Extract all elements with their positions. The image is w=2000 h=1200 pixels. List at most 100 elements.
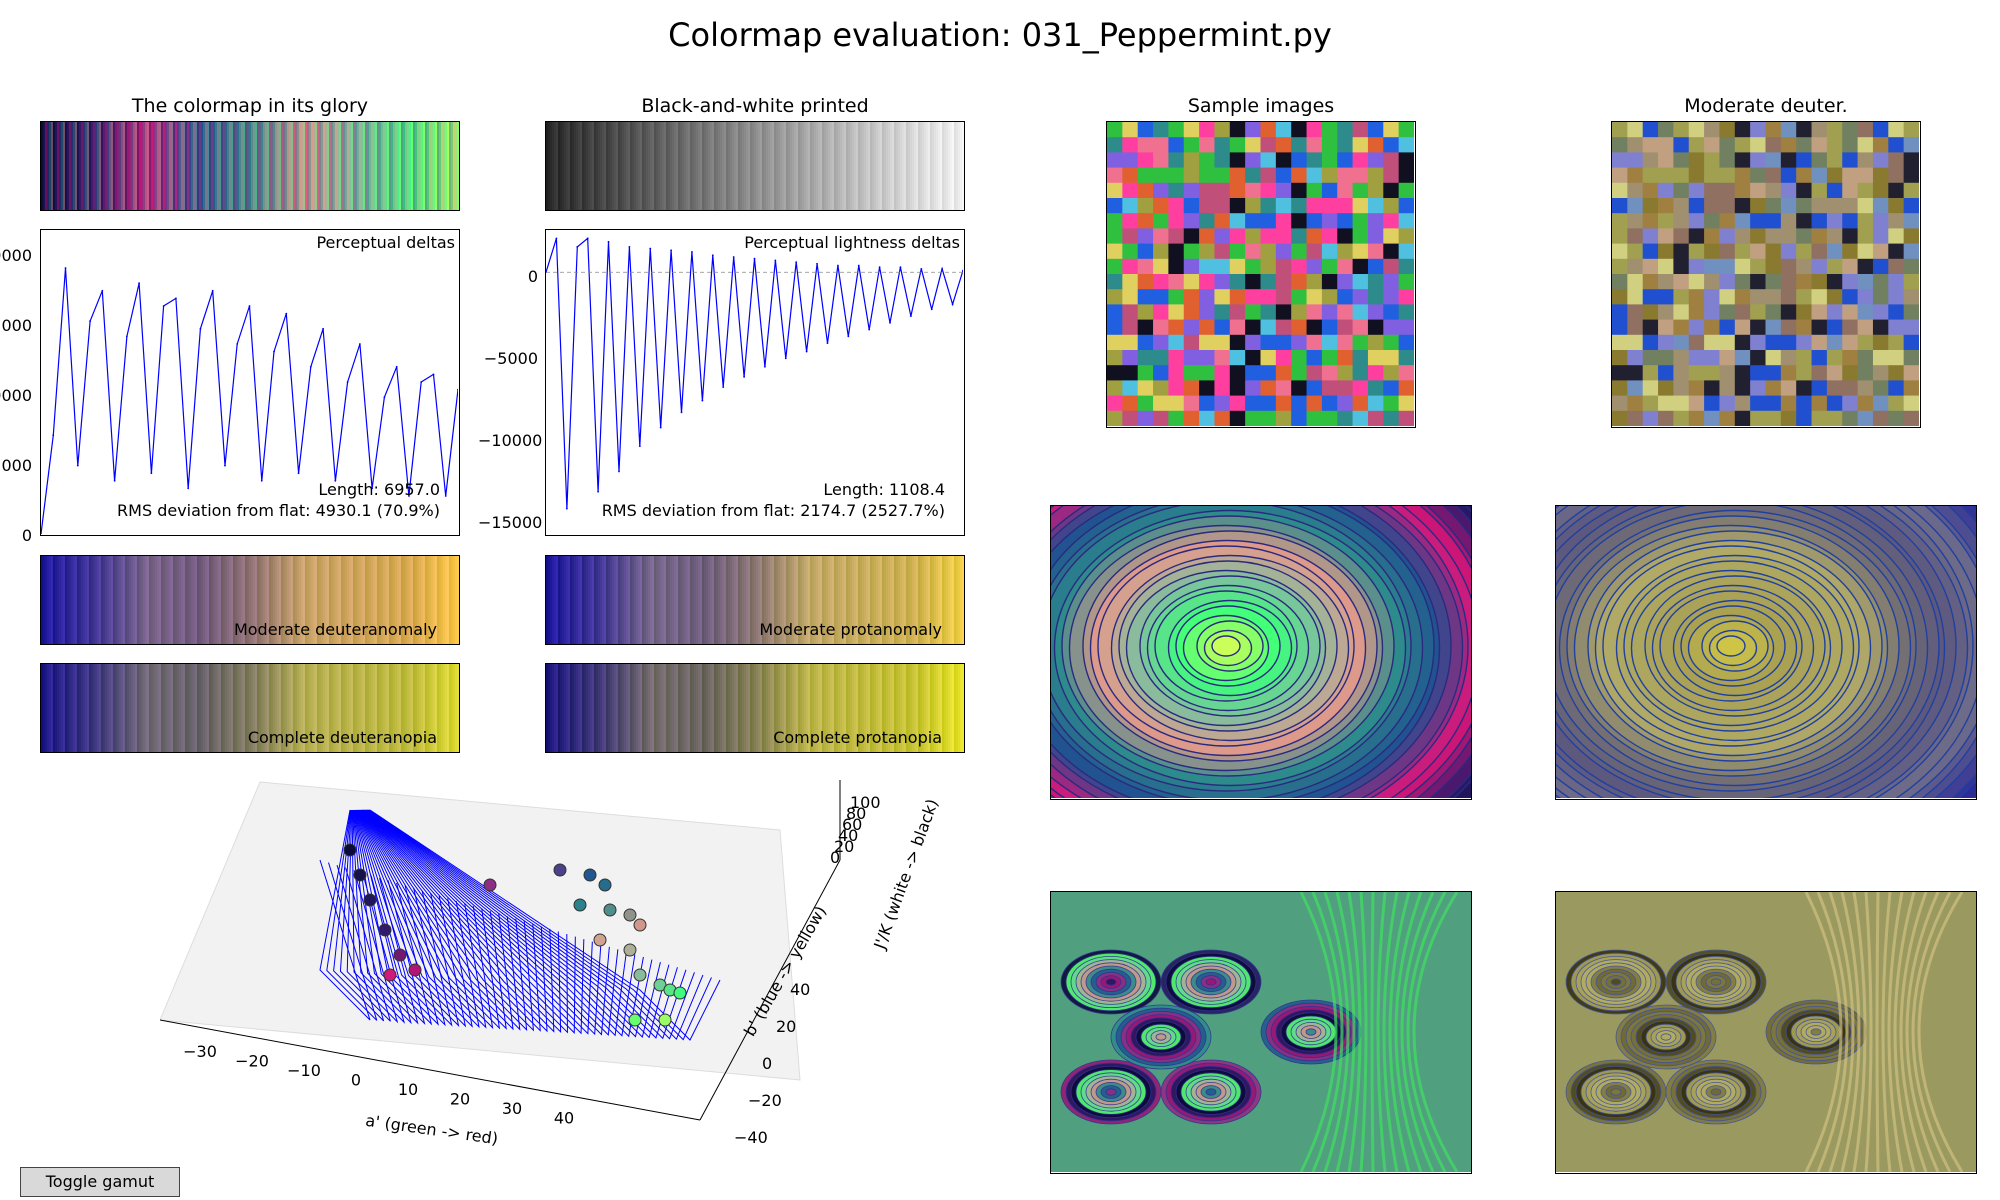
pixel-cell (1888, 213, 1905, 229)
colormap-stripe (652, 556, 655, 644)
colormap-stripe (912, 122, 915, 210)
pixel-cell (1612, 365, 1628, 381)
colormap-stripe (562, 556, 565, 644)
colormap-stripe (918, 664, 921, 752)
colormap-stripe (884, 122, 887, 210)
pixel-cell (1750, 198, 1766, 214)
colormap-stripe (848, 122, 851, 210)
colormap-stripe (385, 556, 388, 644)
pixel-cell (1245, 410, 1261, 427)
pixel-cell (1337, 334, 1354, 351)
colormap-stripe (932, 664, 935, 752)
colormap-stripe (640, 122, 643, 210)
colormap-stripe (684, 122, 687, 210)
pixel-cell (1245, 243, 1261, 260)
colormap-stripe (564, 122, 567, 210)
colormap-stripe (790, 556, 793, 644)
pixel-cell (1199, 365, 1215, 381)
colormap-stripe (129, 556, 132, 644)
colormap-stripe (748, 122, 751, 210)
pixel-cell (1122, 167, 1139, 184)
pixel-cell (1199, 182, 1215, 199)
pattern-arc (1905, 892, 1940, 1173)
colormap-stripe (97, 664, 100, 752)
pixel-cell (1275, 304, 1292, 321)
colormap-stripe (562, 122, 565, 210)
pixel-cell (1719, 304, 1736, 321)
colormap-stripe (722, 122, 725, 210)
colormap-stripe (632, 664, 635, 752)
colormap-stripe (201, 664, 204, 752)
colormap-stripe (746, 556, 749, 644)
pixel-cell (1352, 274, 1369, 290)
colormap-stripe (876, 556, 879, 644)
pixel-cell (1688, 334, 1705, 351)
data-point (457, 388, 459, 391)
pixel-cell (1352, 304, 1369, 321)
pixel-cell (1291, 152, 1308, 169)
colormap-stripe (862, 556, 865, 644)
colormap-stripe (117, 556, 120, 644)
pixel-cell (1245, 350, 1261, 366)
pixel-cell (1245, 395, 1261, 412)
colormap-stripe (894, 556, 897, 644)
colormap-stripe (608, 122, 611, 210)
colormap-stripe (910, 664, 913, 752)
colormap-stripe (812, 664, 815, 752)
pixel-cell (1642, 152, 1659, 169)
colormap-stripe (838, 556, 841, 644)
pixel-cell (1137, 304, 1154, 321)
pixel-cell (1811, 152, 1828, 169)
colormap-stripe (710, 556, 713, 644)
pixel-cell (1765, 380, 1782, 397)
pattern-arc (1893, 892, 1916, 1173)
colormap-stripe (870, 122, 873, 210)
colormap-stripe (63, 664, 66, 752)
colormap-stripe (616, 122, 619, 210)
pixel-cell (1765, 228, 1782, 245)
colormap-stripe (49, 556, 52, 644)
colormap-stripe (383, 122, 386, 210)
colormap-stripe (167, 664, 170, 752)
pixel-cell (1383, 380, 1400, 397)
gamut-line (360, 809, 548, 1033)
colormap-stripe (550, 664, 553, 752)
colormap-stripe (616, 556, 619, 644)
colormap-stripe (309, 664, 312, 752)
pixel-cell (1383, 152, 1400, 169)
toggle-gamut-button[interactable]: Toggle gamut (20, 1167, 180, 1197)
pixel-cell (1780, 350, 1797, 366)
gamut-line (363, 809, 602, 1036)
colormap-stripe (936, 556, 939, 644)
colormap-stripe (343, 556, 346, 644)
colormap-stripe (419, 556, 422, 644)
colormap-stripe (117, 664, 120, 752)
colormap-stripe (740, 556, 743, 644)
colormap-stripe (391, 664, 394, 752)
pixel-cell (1383, 213, 1400, 229)
pixel-cell (1383, 182, 1400, 199)
pixel-cell (1352, 289, 1369, 305)
colormap-stripe (139, 664, 142, 752)
colormap-stripe (59, 556, 62, 644)
pixel-cell (1888, 395, 1905, 412)
colormap-stripe (872, 664, 875, 752)
pixel-cell (1398, 274, 1415, 290)
colormap-stripe (794, 664, 797, 752)
colormap-stripe (824, 556, 827, 644)
colormap-stripe (381, 556, 384, 644)
colormap-stripe (926, 556, 929, 644)
data-point (113, 479, 116, 482)
colormap-stripe (269, 664, 272, 752)
colormap-stripe (960, 122, 963, 210)
pixel-cell (1245, 137, 1261, 153)
colormap-stripe (289, 556, 292, 644)
pixel-cell (1291, 243, 1308, 260)
colormap-stripe (602, 556, 605, 644)
colormap-stripe (371, 122, 374, 210)
colormap-stripe (229, 122, 232, 210)
colormap-stripe (71, 664, 74, 752)
colormap-stripe (313, 556, 316, 644)
cam02-3d-plot[interactable]: −30 −20 −10 0 10 20 30 40 40 20 0 −20 −40 100 80 60 40 20… (159, 775, 960, 1160)
colormap-stripe (439, 664, 442, 752)
